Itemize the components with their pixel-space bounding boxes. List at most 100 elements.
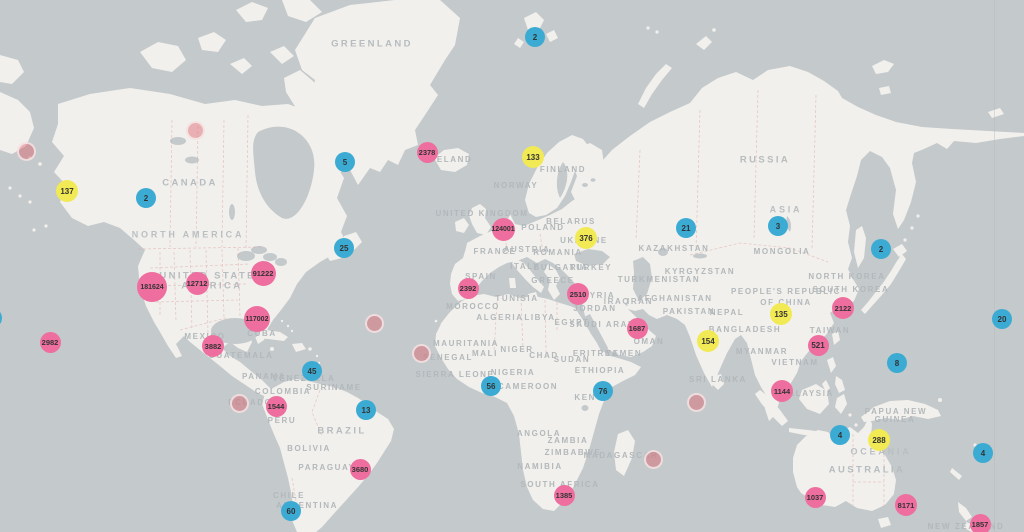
country-label: ICELAND bbox=[425, 155, 473, 164]
cluster-marker[interactable]: 2510 bbox=[567, 283, 589, 305]
cluster-marker[interactable]: 20 bbox=[992, 309, 1012, 329]
cluster-marker[interactable]: 3 bbox=[768, 216, 788, 236]
cluster-marker[interactable]: 5 bbox=[335, 152, 355, 172]
cluster-marker[interactable]: 1544 bbox=[265, 395, 287, 417]
country-label: PAKISTAN bbox=[662, 307, 716, 316]
cluster-marker[interactable]: 21 bbox=[676, 218, 696, 238]
country-label: VENEZUELA bbox=[272, 374, 336, 383]
cluster-marker[interactable]: 376 bbox=[575, 227, 597, 249]
country-label: CAMEROON bbox=[497, 382, 559, 391]
country-label: ZIMBABWE bbox=[544, 448, 602, 457]
cluster-marker[interactable]: 2982 bbox=[39, 331, 61, 353]
country-label: LIBYA bbox=[524, 313, 556, 322]
cluster-marker[interactable]: 56 bbox=[481, 376, 501, 396]
cluster-marker[interactable] bbox=[0, 308, 2, 328]
cluster-marker[interactable]: 117002 bbox=[244, 306, 270, 332]
country-label: AUSTRALIA bbox=[828, 464, 906, 476]
cluster-marker[interactable]: 2 bbox=[136, 188, 156, 208]
continent-label: ASIA bbox=[769, 204, 803, 215]
cluster-marker[interactable]: 3680 bbox=[349, 458, 371, 480]
cluster-marker[interactable]: 288 bbox=[868, 429, 890, 451]
cluster-marker[interactable]: 133 bbox=[522, 146, 544, 168]
faded-marker[interactable] bbox=[229, 393, 249, 413]
cluster-marker[interactable]: 8 bbox=[887, 353, 907, 373]
country-label: SOUTH AFRICA bbox=[520, 480, 600, 489]
country-label: AFGHANISTAN bbox=[637, 294, 713, 303]
cluster-marker[interactable]: 1687 bbox=[626, 317, 648, 339]
faded-marker[interactable] bbox=[686, 392, 706, 412]
country-label: PANAMA bbox=[241, 372, 287, 381]
cluster-marker[interactable]: 1385 bbox=[553, 484, 575, 506]
cluster-marker[interactable]: 76 bbox=[593, 381, 613, 401]
cluster-marker[interactable]: 154 bbox=[697, 330, 719, 352]
country-label: CHAD bbox=[529, 351, 559, 360]
cluster-marker[interactable]: 8171 bbox=[895, 494, 917, 516]
cluster-marker[interactable]: 2 bbox=[525, 27, 545, 47]
country-label: MYANMAR bbox=[735, 347, 789, 356]
cluster-marker[interactable]: 2122 bbox=[832, 297, 854, 319]
country-label: GUATEMALA bbox=[208, 351, 274, 360]
cluster-marker[interactable]: 181624 bbox=[137, 272, 167, 302]
country-label: TURKMENISTAN bbox=[617, 275, 701, 284]
country-label: SAUDI ARABIA bbox=[569, 320, 647, 329]
country-label: KAZAKHSTAN bbox=[638, 244, 710, 253]
cluster-marker[interactable]: 1857 bbox=[969, 513, 991, 532]
cluster-marker[interactable]: 45 bbox=[302, 361, 322, 381]
country-label: UNITED KINGDOM bbox=[435, 209, 529, 218]
country-label: MEXICO bbox=[184, 332, 226, 341]
cluster-marker[interactable]: 1144 bbox=[771, 380, 793, 402]
cluster-marker[interactable]: 124001 bbox=[491, 217, 515, 241]
cluster-marker[interactable]: 3882 bbox=[202, 335, 224, 357]
country-label: UNITED STATES bbox=[159, 270, 265, 282]
country-label: CUBA bbox=[247, 329, 277, 338]
country-label: POLAND bbox=[521, 223, 565, 232]
cluster-marker[interactable]: 135 bbox=[770, 303, 792, 325]
country-label: SYRIA bbox=[582, 291, 616, 300]
country-label: FRANCE bbox=[473, 247, 517, 256]
country-label: SURINAME bbox=[306, 383, 362, 392]
cluster-marker[interactable]: 2392 bbox=[457, 277, 479, 299]
cluster-marker[interactable]: 13 bbox=[356, 400, 376, 420]
cluster-marker[interactable]: 521 bbox=[807, 334, 829, 356]
cluster-marker[interactable]: 2 bbox=[871, 239, 891, 259]
country-label: NIGER bbox=[500, 345, 534, 354]
cluster-marker[interactable]: 4 bbox=[973, 443, 993, 463]
country-label: NAMIBIA bbox=[517, 462, 563, 471]
cluster-marker[interactable]: 91222 bbox=[250, 260, 276, 286]
country-label: GREENLAND bbox=[331, 38, 413, 50]
country-label: OF CHINA bbox=[760, 298, 812, 307]
country-label: GUINEA bbox=[874, 415, 916, 424]
country-label: ROMANIA bbox=[533, 248, 583, 257]
country-label: MONGOLIA bbox=[753, 247, 811, 256]
country-label: AUSTRIA bbox=[503, 245, 551, 254]
country-label: ERITREA bbox=[572, 349, 620, 358]
country-label: ZAMBIA bbox=[547, 436, 589, 445]
country-label: SOUTH KOREA bbox=[812, 285, 890, 294]
cluster-marker[interactable]: 60 bbox=[281, 501, 301, 521]
country-label: NEPAL bbox=[709, 308, 745, 317]
country-label: CANADA bbox=[162, 177, 218, 189]
country-label: IRAQ bbox=[603, 297, 631, 306]
country-label: SRI LANKA bbox=[689, 375, 747, 384]
country-label: OMAN bbox=[633, 337, 665, 346]
country-label: ALGERIA bbox=[476, 313, 524, 322]
cluster-marker[interactable]: 12712 bbox=[185, 271, 209, 295]
country-label: KYRGYZSTAN bbox=[664, 267, 736, 276]
faded-marker[interactable] bbox=[185, 120, 205, 140]
cluster-marker[interactable]: 2378 bbox=[416, 141, 438, 163]
cluster-marker[interactable]: 4 bbox=[830, 425, 850, 445]
faded-marker[interactable] bbox=[643, 449, 663, 469]
country-label: ANGOLA bbox=[516, 429, 562, 438]
cluster-marker[interactable]: 137 bbox=[56, 180, 78, 202]
country-label: NORWAY bbox=[493, 181, 539, 190]
faded-marker[interactable] bbox=[364, 313, 384, 333]
country-label: SENEGAL bbox=[423, 353, 473, 362]
faded-marker[interactable] bbox=[411, 343, 431, 363]
cluster-marker[interactable]: 25 bbox=[334, 238, 354, 258]
cluster-marker[interactable]: 1037 bbox=[804, 486, 826, 508]
country-label: BOLIVIA bbox=[287, 444, 331, 453]
country-label: BELARUS bbox=[546, 217, 596, 226]
country-label: PARAGUAY bbox=[298, 463, 356, 472]
faded-marker[interactable] bbox=[16, 141, 36, 161]
